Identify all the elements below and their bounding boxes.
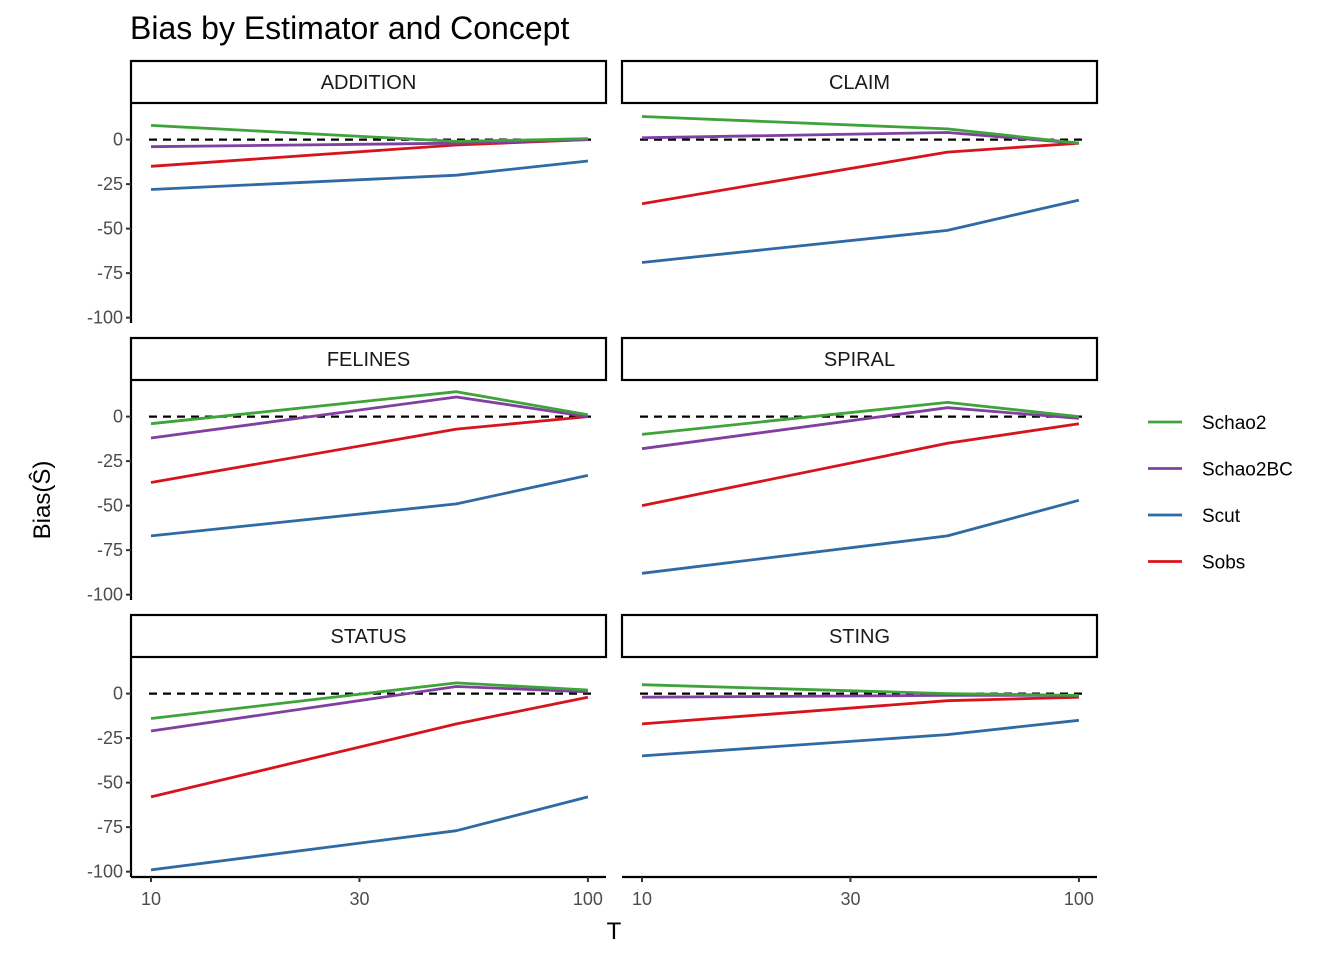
panel-addition: ADDITION 0 -25 -50 -75 -100 (87, 59, 608, 328)
facet-strip (620, 336, 1099, 382)
x-tick-label: 100 (573, 889, 603, 909)
panel-felines: FELINES 0 -25 -50 -75 -100 (87, 336, 608, 605)
y-tick-label: -25 (97, 728, 123, 748)
series-line-scut (150, 159, 589, 191)
y-tick-label: -75 (97, 817, 123, 837)
y-tick-label: -75 (97, 540, 123, 560)
series-line-scut (641, 498, 1080, 575)
x-tick-label: 100 (1064, 889, 1094, 909)
y-tick-label: -100 (87, 862, 123, 882)
legend-label: Schao2 (1202, 413, 1266, 434)
facet-strip (129, 59, 608, 105)
panel-sting: STING 10 30 100 (620, 613, 1099, 909)
legend-item-schao2: Schao2 (1148, 413, 1266, 434)
series-line-sobs (641, 695, 1079, 726)
series-line-schao2bc (150, 395, 589, 440)
series-line-schao2bc (641, 131, 1080, 145)
y-tick-label: -25 (97, 451, 123, 471)
series-line-sobs (150, 695, 589, 799)
panel-claim: CLAIM (620, 59, 1099, 264)
y-tick-label: -75 (97, 263, 123, 283)
series-line-schao2 (641, 683, 1079, 697)
x-axis-title: T (607, 918, 622, 945)
panel-status: STATUS 0 -25 -50 -75 -100 10 30 100 (87, 613, 608, 909)
series-line-sobs (150, 415, 589, 484)
x-tick-label: 30 (840, 889, 860, 909)
series-line-scut (641, 718, 1080, 758)
series-line-schao2 (641, 400, 1080, 436)
y-tick-label: 0 (113, 407, 123, 427)
legend-item-schao2bc: Schao2BC (1148, 460, 1293, 481)
legend-item-scut: Scut (1148, 506, 1241, 527)
series-line-schao2 (641, 115, 1080, 145)
facet-strip (620, 613, 1099, 659)
series-line-sobs (641, 422, 1080, 507)
y-tick-label: -100 (87, 585, 123, 605)
series-line-schao2bc (641, 406, 1080, 451)
series-line-schao2bc (150, 685, 588, 733)
series-line-scut (150, 474, 589, 538)
facet-strip (129, 336, 608, 382)
legend-label: Schao2BC (1202, 460, 1293, 481)
chart-title: Bias by Estimator and Concept (130, 10, 569, 46)
y-tick-label: -25 (97, 174, 123, 194)
legend-label: Scut (1202, 506, 1241, 527)
series-line-schao2 (150, 390, 589, 426)
y-tick-label: -50 (97, 773, 123, 793)
x-tick-label: 10 (141, 889, 161, 909)
facet-strip (620, 59, 1099, 105)
facet-strip (129, 613, 608, 659)
facet-strip-label: SPIRAL (824, 349, 895, 371)
x-tick-label: 30 (349, 889, 369, 909)
legend-label: Sobs (1202, 553, 1245, 574)
series-line-schao2 (150, 681, 588, 720)
y-axis-title: Bias(Ŝ) (28, 461, 56, 540)
y-tick-label: 0 (113, 130, 123, 150)
facet-strip-label: STATUS (331, 626, 407, 648)
y-tick-label: -50 (97, 496, 123, 516)
facet-strip-label: STING (829, 626, 890, 648)
series-line-schao2 (150, 124, 588, 143)
legend: Schao2 Schao2BC Scut Sobs (1148, 413, 1293, 574)
y-tick-label: -50 (97, 219, 123, 239)
series-line-scut (150, 795, 589, 872)
facet-strip-label: ADDITION (321, 72, 417, 94)
legend-item-sobs: Sobs (1148, 553, 1245, 574)
x-tick-label: 10 (632, 889, 652, 909)
panel-spiral: SPIRAL (620, 336, 1099, 575)
series-line-scut (641, 198, 1080, 264)
series-line-sobs (641, 141, 1079, 206)
y-tick-label: -100 (87, 308, 123, 328)
y-tick-label: 0 (113, 684, 123, 704)
facet-strip-label: CLAIM (829, 72, 890, 94)
facet-strip-label: FELINES (327, 349, 410, 371)
